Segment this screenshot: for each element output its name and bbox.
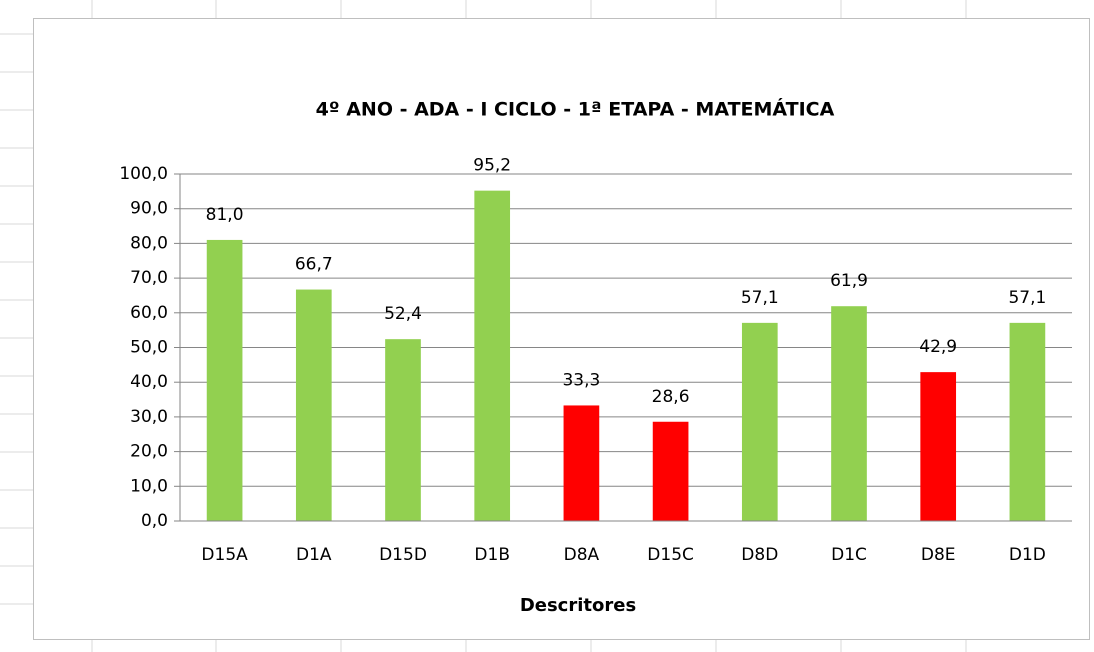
bar xyxy=(563,405,600,521)
bar xyxy=(385,339,421,521)
bar xyxy=(741,322,778,521)
chart-title: 4º ANO - ADA - I CICLO - 1ª ETAPA - MATE… xyxy=(316,98,835,121)
y-tick-label: 80,0 xyxy=(130,233,168,253)
x-tick-label: D1A xyxy=(296,545,332,565)
bar xyxy=(1009,322,1046,521)
x-tick-label: D1B xyxy=(474,545,510,565)
bar xyxy=(652,421,689,521)
y-tick-label: 100,0 xyxy=(119,164,168,184)
data-label: 95,2 xyxy=(473,156,511,176)
x-tick-label: D1C xyxy=(831,545,867,565)
data-label: 28,6 xyxy=(652,387,690,407)
bar xyxy=(295,289,332,521)
x-tick-label: D8E xyxy=(921,545,956,565)
data-label: 52,4 xyxy=(384,304,422,324)
bar xyxy=(206,239,243,521)
data-label: 57,1 xyxy=(741,288,779,308)
bar xyxy=(920,372,957,521)
bar xyxy=(831,306,867,521)
y-tick-label: 50,0 xyxy=(130,338,168,358)
data-label: 81,0 xyxy=(206,205,244,225)
x-tick-label: D8A xyxy=(564,545,600,565)
y-tick-label: 10,0 xyxy=(130,476,168,496)
y-tick-label: 40,0 xyxy=(130,372,168,392)
data-label: 61,9 xyxy=(830,271,868,291)
sheet-grid xyxy=(0,0,967,652)
x-tick-label: D15D xyxy=(379,545,427,565)
data-label: 42,9 xyxy=(919,337,957,357)
y-tick-label: 60,0 xyxy=(130,303,168,323)
y-tick-label: 30,0 xyxy=(130,407,168,427)
x-tick-label: D15C xyxy=(647,545,694,565)
data-label: 66,7 xyxy=(295,255,333,275)
y-tick-label: 70,0 xyxy=(130,268,168,288)
y-tick-label: 20,0 xyxy=(130,442,168,462)
x-axis-title: Descritores xyxy=(520,595,636,616)
data-label: 57,1 xyxy=(1008,288,1046,308)
y-tick-label: 0,0 xyxy=(141,511,168,531)
data-label: 33,3 xyxy=(562,370,600,390)
y-tick-label: 90,0 xyxy=(130,199,168,219)
x-tick-label: D15A xyxy=(201,545,248,565)
bar xyxy=(474,190,511,521)
x-tick-label: D1D xyxy=(1009,545,1046,565)
x-tick-label: D8D xyxy=(741,545,778,565)
